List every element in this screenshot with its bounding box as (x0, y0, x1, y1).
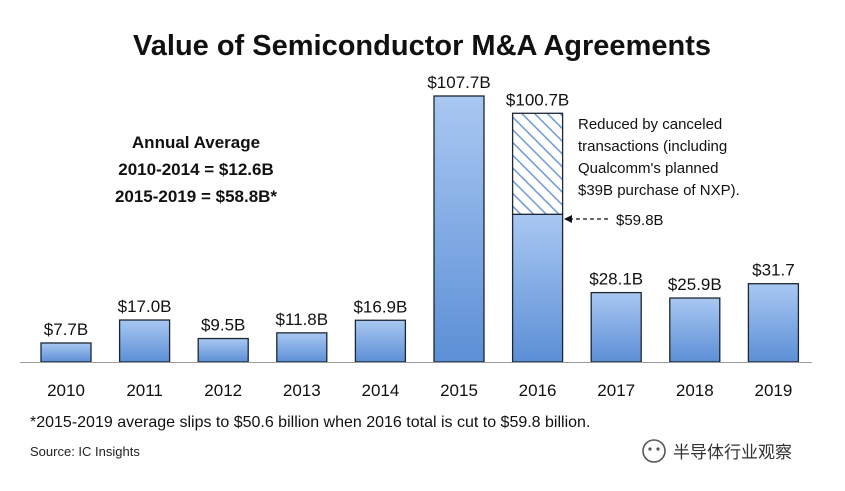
x-tick-label-2014: 2014 (361, 381, 399, 400)
solid-2016-label: $59.8B (616, 212, 664, 229)
chart-title: Value of Semiconductor M&A Agreements (133, 30, 711, 62)
x-tick-label-2019: 2019 (754, 381, 792, 400)
annotation-2016: Reduced by canceled transactions (includ… (578, 116, 740, 199)
watermark: 半导体行业观察 (642, 439, 792, 463)
value-label-2018: $25.9B (668, 275, 722, 294)
footnote: *2015-2019 average slips to $50.6 billio… (30, 414, 590, 431)
bar-2010 (40, 342, 92, 363)
bar-2018 (669, 297, 721, 363)
x-tick-label-2015: 2015 (440, 381, 478, 400)
annotation-line-1: Reduced by canceled (578, 116, 722, 133)
bar-2016-canceled (511, 112, 564, 215)
x-tick-label-2012: 2012 (204, 381, 242, 400)
bar-2011 (118, 319, 171, 363)
x-tick-label-2018: 2018 (676, 381, 714, 400)
bar-2013 (276, 332, 328, 363)
x-tick-label-2013: 2013 (283, 381, 321, 400)
bar-2012 (197, 337, 249, 363)
annotation-line-2: transactions (including (578, 138, 727, 155)
x-tick-label-2016: 2016 (519, 381, 557, 400)
bar-2017 (590, 291, 642, 363)
annual-average-heading: Annual Average (132, 133, 260, 152)
annual-average-2010-2014: 2010-2014 = $12.6B (118, 160, 274, 179)
bar-2014 (354, 319, 407, 363)
value-label-2014: $16.9B (353, 297, 407, 316)
solid-2016-pointer: $59.8B (564, 212, 664, 229)
watermark-text: 半导体行业观察 (673, 443, 792, 463)
value-label-2011: $17.0B (118, 297, 172, 316)
hatched-2016-group (511, 112, 564, 215)
value-label-2012: $9.5B (201, 316, 245, 335)
bar-2015 (433, 95, 485, 363)
annotation-line-4: $39B purchase of NXP). (578, 182, 740, 199)
wechat-logo-icon (642, 439, 666, 463)
annual-average-2015-2019: 2015-2019 = $58.8B* (115, 187, 277, 206)
value-label-2015: $107.7B (427, 73, 490, 92)
source-note: Source: IC Insights (30, 444, 140, 459)
pointer-arrowhead-icon (564, 215, 572, 223)
value-label-2019: $31.7 (752, 261, 795, 280)
annual-average: Annual Average 2010-2014 = $12.6B 2015-2… (115, 133, 277, 206)
x-tick-label-2010: 2010 (47, 381, 85, 400)
value-label-2017: $28.1B (589, 270, 643, 289)
bar-2019 (747, 283, 800, 363)
bar-2016-solid (511, 213, 564, 363)
x-tick-label-2011: 2011 (126, 381, 163, 400)
x-tick-label-2017: 2017 (597, 381, 635, 400)
value-label-2016: $100.7B (506, 90, 569, 109)
bar-series (40, 95, 800, 363)
value-label-2013: $11.8B (275, 310, 328, 329)
value-label-2010: $7.7B (44, 320, 88, 339)
annotation-line-3: Qualcomm's planned (578, 160, 718, 177)
